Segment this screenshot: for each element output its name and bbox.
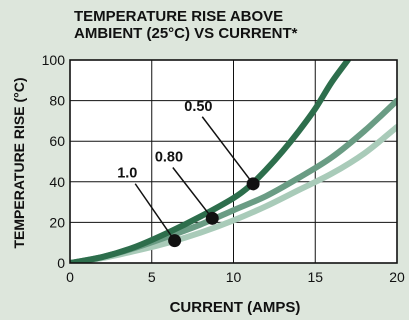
x-axis-label: CURRENT (AMPS) <box>170 299 301 316</box>
marker-point-1.0 <box>168 234 182 248</box>
x-tick-label-0: 0 <box>66 269 74 285</box>
y-tick-label-0: 0 <box>57 255 65 271</box>
callout-label-0.50: 0.50 <box>184 99 212 115</box>
callout-label-1.0: 1.0 <box>117 166 137 182</box>
chart-title-line-1: TEMPERATURE RISE ABOVE <box>74 8 283 25</box>
callout-leader-0.50 <box>201 116 254 185</box>
x-tick-label-5: 5 <box>148 269 156 285</box>
callouts: 0.50 0.80 1.0 <box>117 99 260 248</box>
chart-title-line-2: AMBIENT (25°C) VS CURRENT* <box>74 25 298 42</box>
y-tick-label-80: 80 <box>49 93 65 109</box>
plot-frame <box>69 59 398 264</box>
callout-leader-1.0 <box>134 183 176 242</box>
callout-label-0.80: 0.80 <box>155 150 183 166</box>
y-tick-label-40: 40 <box>49 174 65 190</box>
x-tick-label-15: 15 <box>307 269 323 285</box>
y-tick-label-60: 60 <box>49 133 65 149</box>
marker-point-0.50 <box>246 177 260 191</box>
y-tick-label-20: 20 <box>49 214 65 230</box>
marker-point-0.80 <box>205 211 219 225</box>
y-axis-label: TEMPERATURE RISE (°C) <box>11 77 27 248</box>
ticks: 0 5 10 15 20 0 20 40 60 80 100 <box>42 52 405 285</box>
y-tick-label-100: 100 <box>42 52 66 68</box>
x-tick-label-10: 10 <box>226 269 242 285</box>
callout-leader-0.80 <box>172 167 213 219</box>
x-tick-label-20: 20 <box>389 269 405 285</box>
